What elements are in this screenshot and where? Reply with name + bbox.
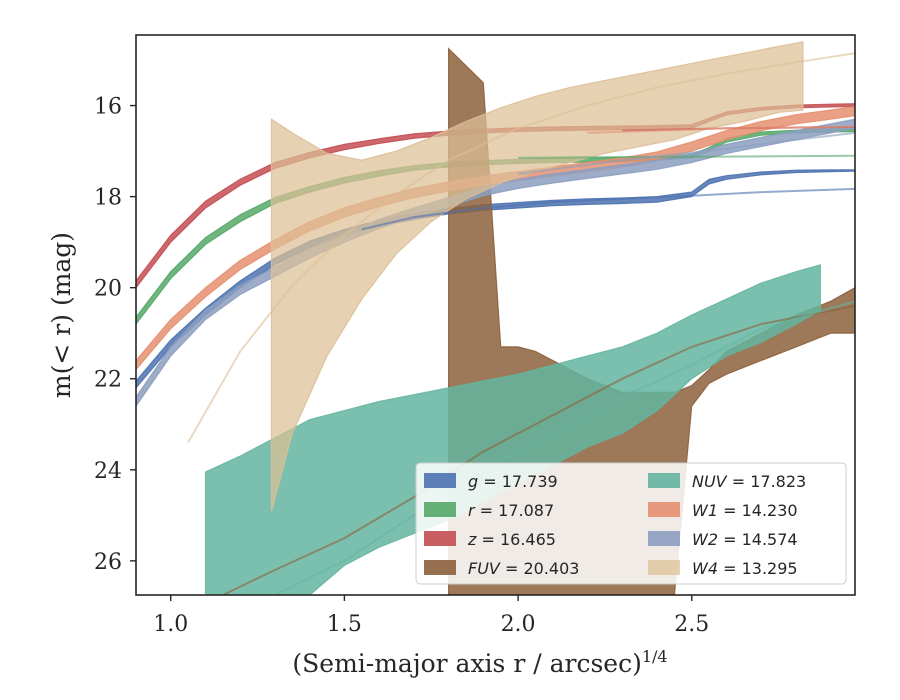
legend-label-z: z = 16.465 [467, 530, 556, 549]
y-tick-label: 26 [94, 550, 122, 575]
plot-frame [135, 34, 856, 596]
legend-swatch-w2 [648, 531, 680, 546]
series-fit-g [361, 187, 855, 231]
legend-swatch-z [424, 531, 456, 546]
y-tick-label: 20 [94, 277, 122, 302]
legend-frame [415, 462, 847, 585]
x-tick-label: 2.0 [501, 612, 536, 637]
legend: g = 17.739 r = 17.087 z = 16.465 FUV = 20.4… [415, 462, 847, 585]
legend-label-w4: W4 = 13.295 [692, 559, 798, 578]
y-tick-label: 18 [94, 186, 122, 211]
legend-swatch-w1 [648, 502, 680, 517]
y-tick-label: 16 [94, 95, 122, 120]
legend-label-w2: W2 = 14.574 [692, 530, 798, 549]
y-axis-label: m(< r) (mag) [47, 232, 76, 398]
x-tick-label: 1.5 [327, 612, 362, 637]
x-axis-label: (Semi-major axis r / arcsec)1/4 [292, 647, 667, 678]
y-tick-label: 22 [94, 368, 122, 393]
series-fit-fuv [222, 304, 855, 595]
series-fit-nuv [274, 300, 855, 595]
x-tick-label: 1.0 [153, 612, 188, 637]
legend-label-g: g = 17.739 [468, 472, 558, 491]
series-fit-w1 [587, 125, 855, 134]
x-axis: 1.0 1.5 2.0 2.5 [153, 595, 709, 637]
legend-label-w1: W1 = 14.230 [692, 501, 798, 520]
legend-label-nuv: NUV = 17.823 [692, 472, 806, 491]
legend-label-r: r = 17.087 [468, 501, 554, 520]
series-band-z [136, 103, 855, 289]
legend-swatch-fuv [424, 560, 456, 575]
y-tick-label: 24 [94, 459, 122, 484]
legend-swatch-nuv [648, 473, 680, 488]
plot-area [136, 41, 855, 595]
legend-swatch-g [424, 473, 456, 488]
y-axis: 16 18 20 22 24 26 [94, 95, 136, 575]
x-tick-label: 2.5 [674, 612, 709, 637]
legend-label-fuv: FUV = 20.403 [468, 559, 579, 578]
series-fit-w4 [187, 52, 855, 443]
series-band-w4 [270, 41, 804, 511]
x-axis-label-main: (Semi-major axis r / arcsec) [292, 649, 641, 678]
series-fit-w2 [517, 131, 855, 175]
x-axis-label-exponent: 1/4 [642, 647, 668, 666]
series-fit-r [518, 154, 855, 159]
legend-swatch-r [424, 502, 456, 517]
legend-swatch-w4 [648, 560, 680, 575]
